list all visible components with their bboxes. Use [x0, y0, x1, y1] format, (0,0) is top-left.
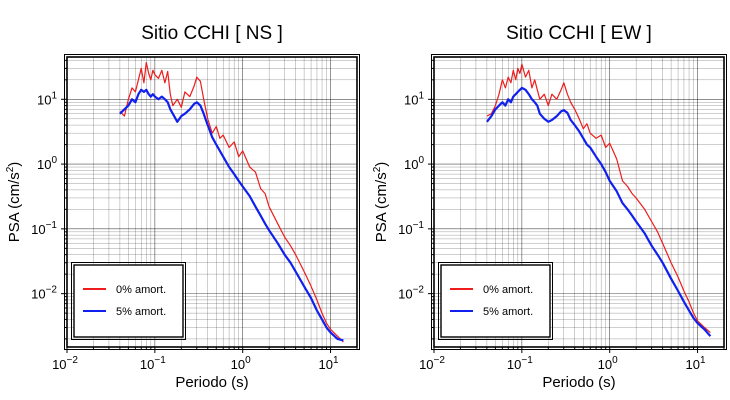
- x-tick-label-exponent: 0: [612, 355, 618, 366]
- x-tick-label-exponent: −2: [434, 355, 446, 366]
- y-tick-label: 101: [404, 90, 424, 107]
- legend-frame-outer: [71, 262, 186, 340]
- x-tick-label-exponent: −2: [67, 355, 79, 366]
- x-tick-label-exponent: 0: [245, 355, 251, 366]
- series-line-damping-5: [119, 88, 344, 342]
- y-tick-label-exponent: −2: [413, 285, 425, 296]
- y-axis-label: PSA (cm/s2): [372, 162, 390, 243]
- y-tick-label-base: 10: [31, 287, 45, 302]
- y-axis-label-main: PSA (cm/s: [373, 172, 390, 242]
- plot-frame: [66, 56, 358, 348]
- x-tick-label: 100: [598, 355, 618, 372]
- y-tick-label-exponent: 1: [51, 90, 57, 101]
- y-axis-label-exponent: 2: [5, 166, 16, 172]
- x-tick-label-exponent: −1: [521, 355, 533, 366]
- x-tick-label: 10−1: [507, 355, 533, 372]
- y-tick-label: 10−1: [398, 220, 424, 237]
- y-tick-label: 100: [404, 155, 424, 172]
- legend-frame-outer: [438, 262, 553, 340]
- x-tick-label-base: 10: [419, 357, 433, 372]
- chart-title: Sitio CCHI [ EW ]: [506, 23, 652, 44]
- x-tick-label-base: 10: [231, 357, 245, 372]
- y-tick-label-base: 10: [404, 92, 418, 107]
- y-tick-label: 10−1: [31, 220, 57, 237]
- x-axis-label: Periodo (s): [542, 374, 615, 391]
- plot-frame: [433, 56, 725, 348]
- x-tick-label: 10−2: [419, 355, 445, 372]
- y-axis-label-exponent: 2: [372, 166, 383, 172]
- x-tick-label: 101: [686, 355, 706, 372]
- y-axis-label-main: PSA (cm/s: [6, 172, 23, 242]
- y-tick-label-base: 10: [37, 157, 51, 172]
- legend: 0% amort. 5% amort.: [71, 262, 186, 340]
- x-tick-label-base: 10: [686, 357, 700, 372]
- x-tick-label-exponent: 1: [333, 355, 339, 366]
- y-tick-label: 10−2: [31, 285, 57, 302]
- y-axis-label-end: ): [6, 162, 23, 167]
- y-tick-label: 10−2: [398, 285, 424, 302]
- x-tick-label: 101: [319, 355, 339, 372]
- y-tick-label-exponent: 0: [418, 155, 424, 166]
- y-axis-label: PSA (cm/s2): [5, 162, 23, 243]
- x-tick-label-base: 10: [140, 357, 154, 372]
- legend-frame: [73, 264, 184, 338]
- y-tick-label-exponent: −1: [46, 220, 58, 231]
- x-tick-label-exponent: −1: [154, 355, 166, 366]
- y-tick-label-exponent: 0: [51, 155, 57, 166]
- series-line-damping-5: [486, 86, 712, 337]
- x-tick-label-base: 10: [319, 357, 333, 372]
- y-tick-label-base: 10: [398, 287, 412, 302]
- y-tick-label-exponent: −1: [413, 220, 425, 231]
- x-tick-label-base: 10: [507, 357, 521, 372]
- legend-label: 0% amort.: [116, 284, 166, 296]
- y-tick-label: 100: [37, 155, 57, 172]
- legend-frame: [440, 264, 551, 338]
- y-axis-label-end: ): [373, 162, 390, 167]
- x-tick-label-base: 10: [598, 357, 612, 372]
- plot-frame-outer: [64, 54, 360, 350]
- x-tick-label: 10−2: [52, 355, 78, 372]
- x-axis-label: Periodo (s): [175, 374, 248, 391]
- x-tick-label: 100: [231, 355, 251, 372]
- legend-label: 5% amort.: [116, 306, 166, 318]
- legend-label: 5% amort.: [483, 306, 533, 318]
- x-tick-label-base: 10: [52, 357, 66, 372]
- x-tick-label-exponent: 1: [700, 355, 706, 366]
- series-line-damping-0: [486, 63, 711, 334]
- plot-frame-outer: [431, 54, 727, 350]
- chart-title: Sitio CCHI [ NS ]: [141, 23, 282, 44]
- series-line-damping-0: [119, 61, 344, 343]
- y-tick-label-base: 10: [31, 222, 45, 237]
- y-tick-label-base: 10: [404, 157, 418, 172]
- y-tick-label-exponent: −2: [46, 285, 58, 296]
- y-tick-label-base: 10: [398, 222, 412, 237]
- y-tick-label-base: 10: [37, 92, 51, 107]
- legend-label: 0% amort.: [483, 284, 533, 296]
- x-tick-label: 10−1: [140, 355, 166, 372]
- legend: 0% amort. 5% amort.: [438, 262, 553, 340]
- y-tick-label-exponent: 1: [418, 90, 424, 101]
- y-tick-label: 101: [37, 90, 57, 107]
